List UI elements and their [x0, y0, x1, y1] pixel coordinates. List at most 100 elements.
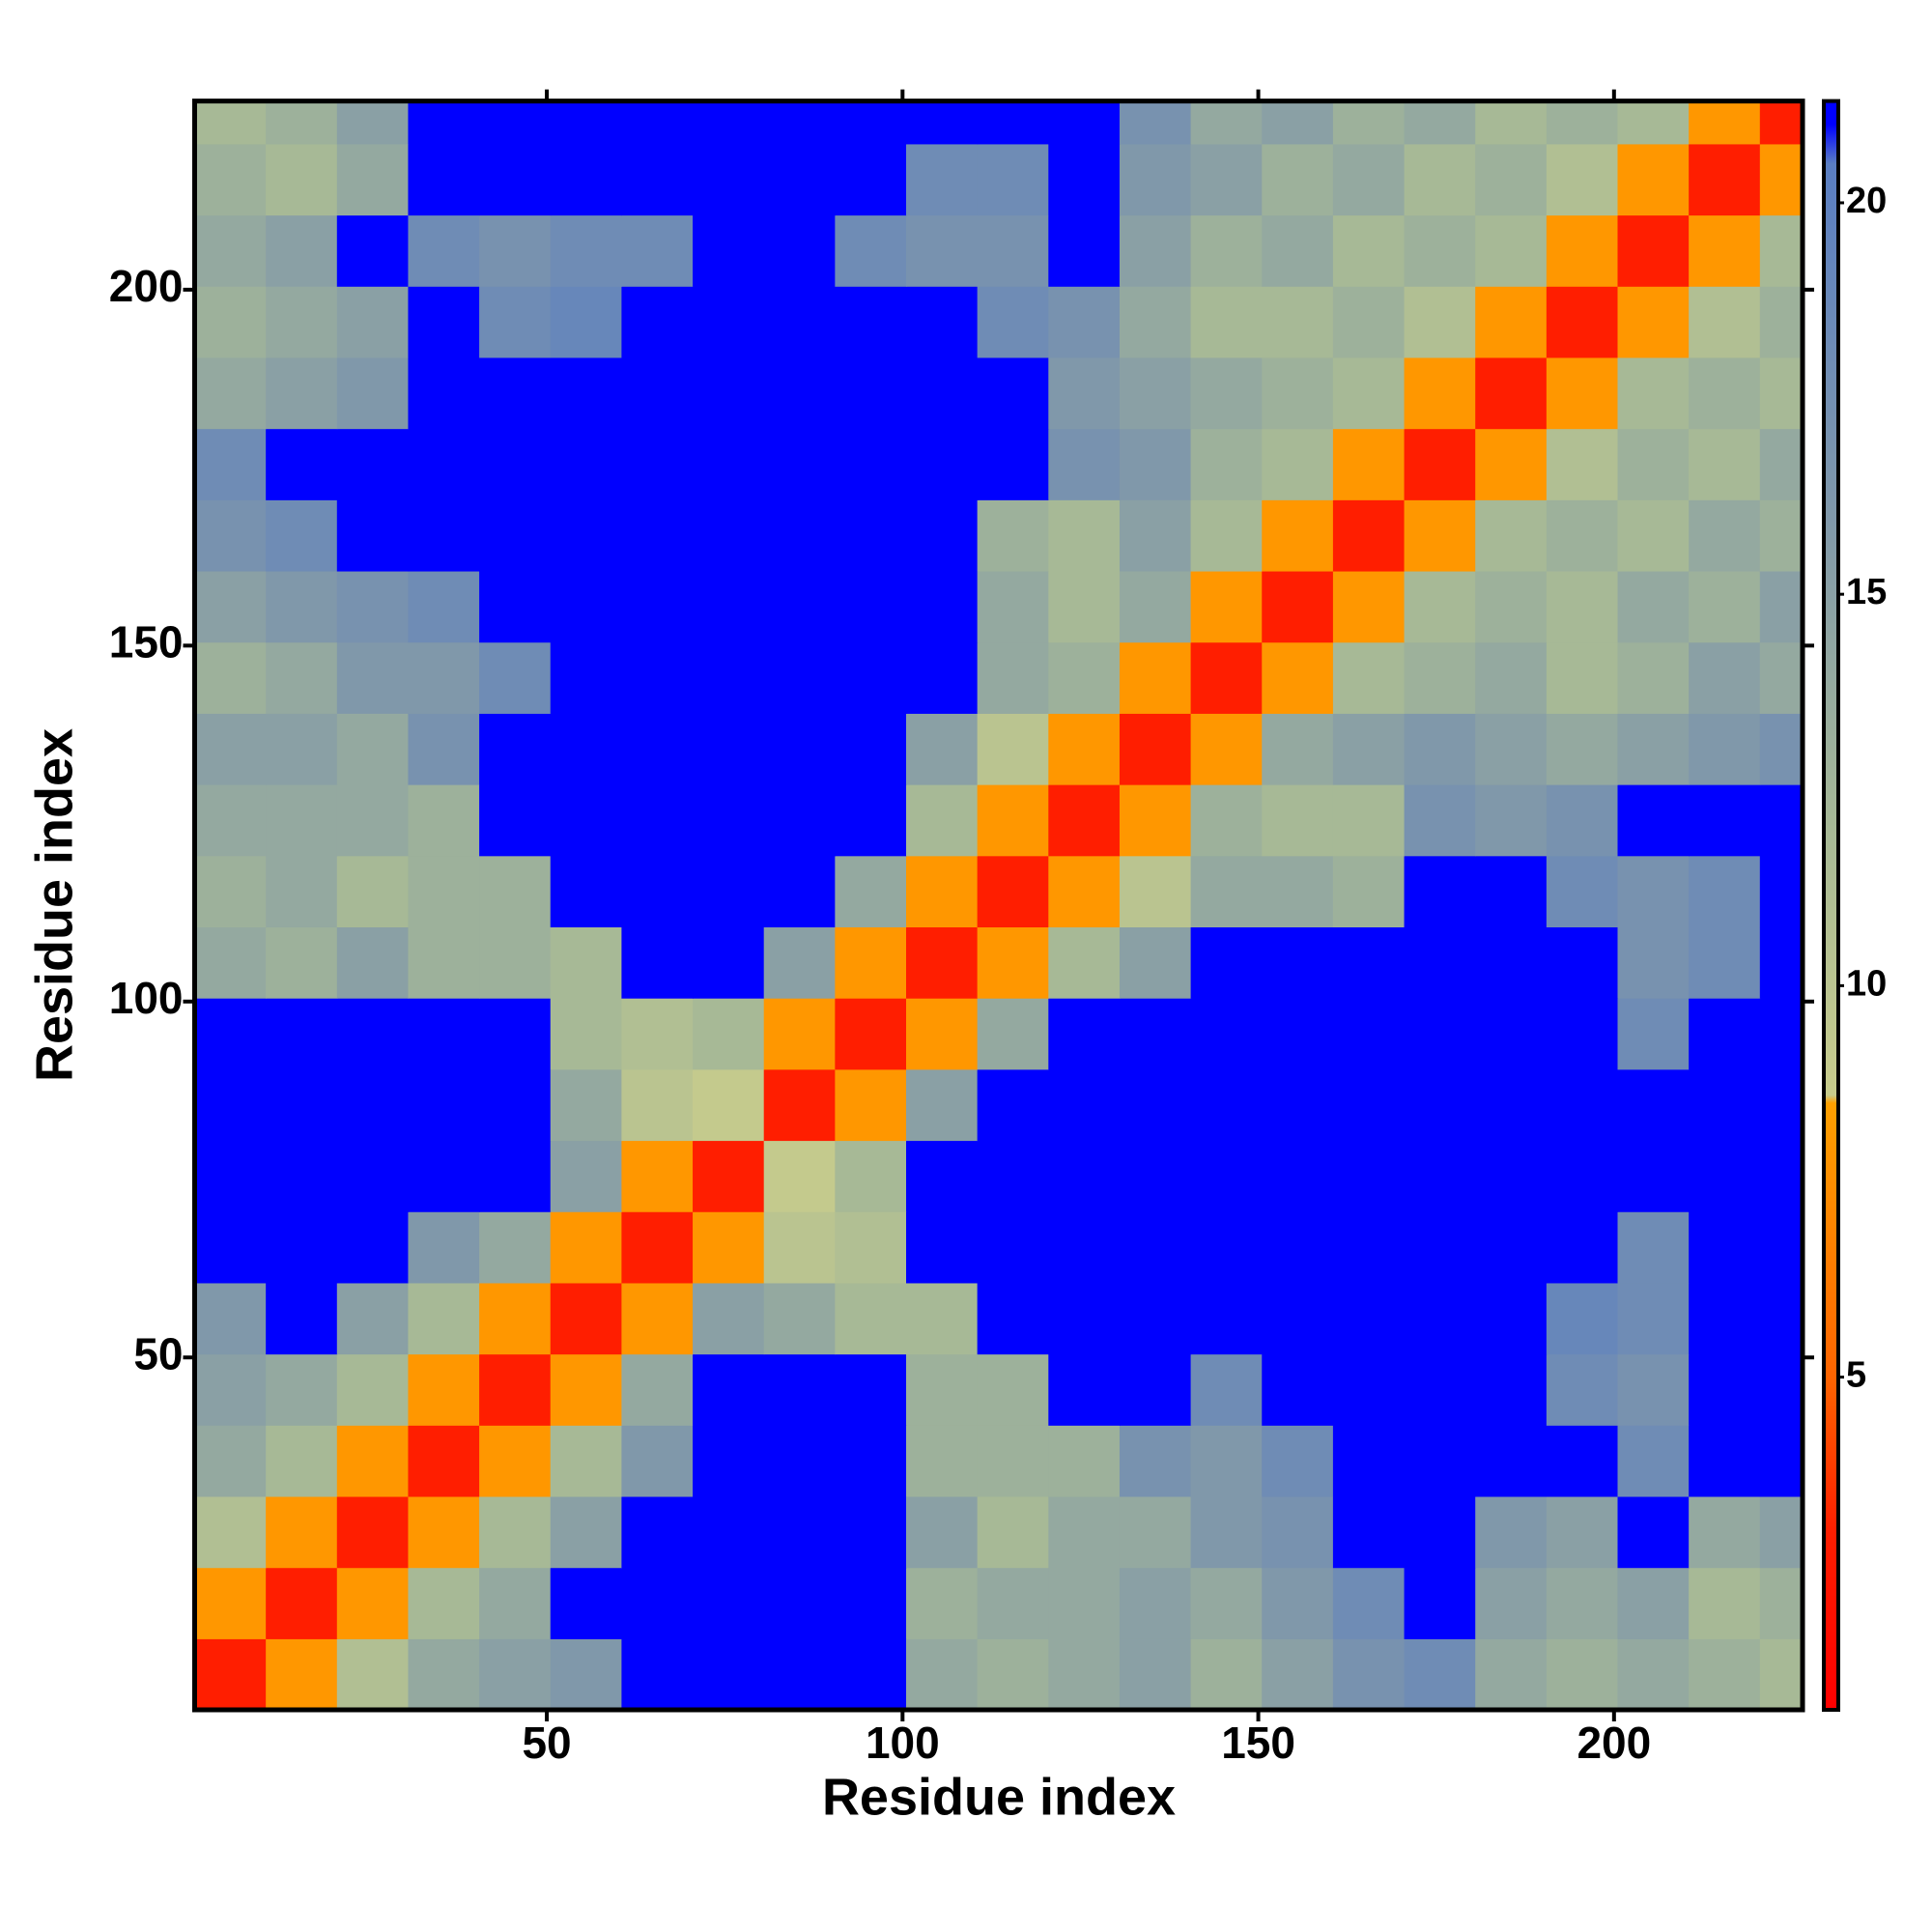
heatmap-cell: [1689, 926, 1761, 999]
heatmap-cell: [693, 143, 765, 216]
heatmap-cell: [763, 1638, 836, 1711]
heatmap-cell: [336, 286, 410, 358]
heatmap-cell: [479, 100, 552, 145]
heatmap-cell: [977, 1353, 1049, 1426]
heatmap-cell: [1262, 1638, 1334, 1711]
heatmap-cell: [1617, 926, 1690, 999]
heatmap-cell: [693, 499, 765, 572]
heatmap-cell: [1262, 499, 1334, 572]
heatmap-cell: [1332, 1211, 1406, 1284]
heatmap-cell: [906, 356, 979, 430]
heatmap-cell: [1190, 1638, 1263, 1711]
heatmap-cell: [194, 100, 267, 145]
heatmap-cell: [693, 570, 765, 643]
heatmap-cell: [1262, 641, 1334, 714]
heatmap-cell: [977, 641, 1049, 714]
heatmap-cell: [266, 570, 338, 643]
heatmap-cell: [977, 713, 1049, 785]
heatmap-cell: [1759, 570, 1803, 643]
heatmap-cell: [977, 1495, 1049, 1569]
heatmap-cell: [1262, 570, 1334, 643]
heatmap-cell: [906, 1140, 979, 1212]
heatmap-cell: [1475, 143, 1548, 216]
heatmap-cell: [621, 926, 694, 999]
heatmap-cell: [1190, 286, 1263, 358]
heatmap-cell: [977, 499, 1049, 572]
heatmap-cell: [194, 784, 267, 857]
heatmap-cell: [621, 570, 694, 643]
heatmap-cell: [1475, 855, 1548, 928]
heatmap-cell: [1119, 1282, 1192, 1355]
heatmap-cell: [336, 855, 410, 928]
heatmap-cell: [194, 1068, 267, 1142]
heatmap-cell: [977, 1282, 1049, 1355]
heatmap-cell: [1759, 855, 1803, 928]
heatmap-cell: [1689, 1282, 1761, 1355]
heatmap-cell: [1759, 713, 1803, 785]
heatmap-cell: [1262, 855, 1334, 928]
heatmap-cell: [266, 926, 338, 999]
heatmap-cell: [550, 1495, 623, 1569]
heatmap-cell: [1617, 1068, 1690, 1142]
heatmap-cell: [1759, 1638, 1803, 1711]
heatmap-cell: [194, 1495, 267, 1569]
heatmap-cell: [336, 998, 410, 1070]
heatmap-cell: [1262, 356, 1334, 430]
heatmap-cell: [1119, 143, 1192, 216]
heatmap-cell: [479, 855, 552, 928]
heatmap-cell: [1119, 1495, 1192, 1569]
heatmap-cell: [1617, 286, 1690, 358]
heatmap-cell: [621, 1638, 694, 1711]
heatmap-cell: [266, 499, 338, 572]
heatmap-cell: [1759, 100, 1803, 145]
heatmap-cell: [906, 998, 979, 1070]
heatmap-cell: [266, 100, 338, 145]
heatmap-cell: [1689, 1638, 1761, 1711]
heatmap-cell: [1404, 428, 1476, 500]
heatmap-cell: [977, 286, 1049, 358]
heatmap-cell: [479, 570, 552, 643]
heatmap-cell: [1048, 214, 1121, 287]
heatmap-cell: [977, 1211, 1049, 1284]
heatmap-cell: [479, 1068, 552, 1142]
heatmap-cell: [1332, 1353, 1406, 1426]
heatmap-cell: [763, 926, 836, 999]
heatmap-cell: [621, 1353, 694, 1426]
heatmap-cell: [906, 1068, 979, 1142]
heatmap-cell: [1404, 286, 1476, 358]
heatmap-cell: [1475, 428, 1548, 500]
heatmap-cell: [1617, 143, 1690, 216]
heatmap-cell: [336, 1567, 410, 1639]
heatmap-cell: [1546, 428, 1619, 500]
heatmap-cell: [621, 713, 694, 785]
heatmap-cell: [1048, 100, 1121, 145]
heatmap-cell: [621, 1140, 694, 1212]
heatmap-cell: [1332, 143, 1406, 216]
heatmap-cell: [1190, 1425, 1263, 1497]
heatmap-cell: [1689, 214, 1761, 287]
heatmap-cell: [1759, 641, 1803, 714]
heatmap-cell: [194, 1353, 267, 1426]
heatmap-cell: [1475, 641, 1548, 714]
heatmap-cell: [1759, 998, 1803, 1070]
heatmap-cell: [1689, 570, 1761, 643]
heatmap-cell: [906, 214, 979, 287]
heatmap-cell: [1119, 926, 1192, 999]
heatmap-cell: [835, 286, 907, 358]
heatmap-cell: [1546, 499, 1619, 572]
heatmap-cell: [906, 286, 979, 358]
heatmap-cell: [1332, 641, 1406, 714]
heatmap-cell: [1048, 1425, 1121, 1497]
heatmap-cell: [550, 428, 623, 500]
heatmap-cell: [621, 998, 694, 1070]
heatmap-cell: [1475, 1638, 1548, 1711]
heatmap-cell: [621, 100, 694, 145]
heatmap-cell: [408, 784, 480, 857]
heatmap-cell: [693, 1567, 765, 1639]
heatmap-cell: [1332, 100, 1406, 145]
heatmap-cell: [1190, 1567, 1263, 1639]
heatmap-cell: [266, 356, 338, 430]
heatmap-cell: [408, 1353, 480, 1426]
heatmap-cell: [1048, 428, 1121, 500]
heatmap-cell: [1048, 1567, 1121, 1639]
